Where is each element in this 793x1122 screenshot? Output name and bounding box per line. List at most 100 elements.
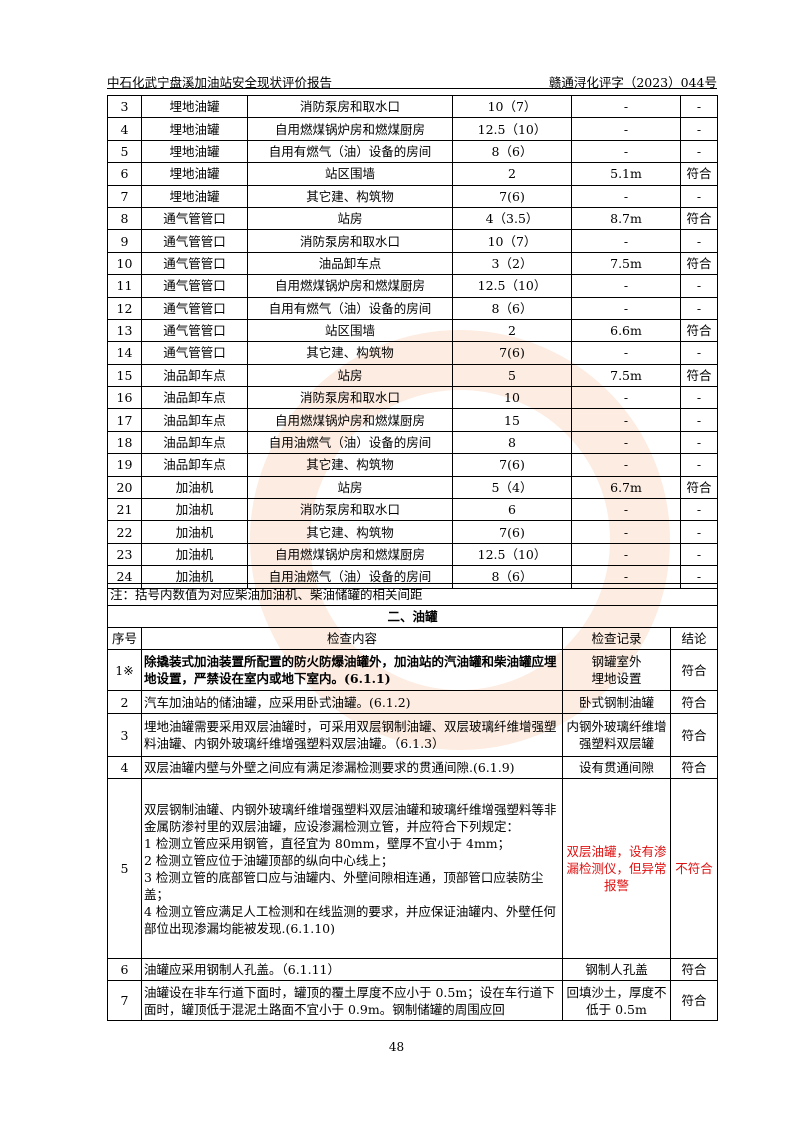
table-note: 注：括号内数值为对应柴油加油机、柴油储罐的相关间距 [106, 583, 719, 606]
item: 埋地油罐 [141, 139, 248, 164]
table-row: 22 加油机 其它建、构筑物 7(6) - - [107, 520, 718, 544]
item: 油品卸车点 [141, 430, 248, 455]
check-content: 油罐应采用钢制人孔盖。（6.1.11） [141, 958, 563, 981]
header-result: 结论 [669, 627, 719, 650]
measured-distance: - [571, 430, 681, 455]
content-line: 1 检测立管应采用钢管，直径宜为 80mm，壁厚不宜小于 4mm； [144, 835, 511, 851]
row-no: 3 [107, 94, 142, 119]
table-row: 20 加油机 站房 5（4） 6.7m 符合 [107, 475, 718, 500]
check-row: 1※ 除撬装式加油装置所配置的防火防爆油罐外，加油站的汽油罐和柴油罐应埋地设置，严… [107, 649, 719, 691]
target: 自用燃煤锅炉房和燃煤厨房 [247, 117, 453, 141]
item: 油品卸车点 [141, 408, 248, 432]
target: 自用燃煤锅炉房和燃煤厨房 [247, 274, 453, 298]
target: 自用油燃气（油）设备的房间 [247, 430, 453, 455]
report-title: 中石化武宁盘溪加油站安全现状评价报告 [107, 75, 333, 90]
required-distance: 10（7） [452, 94, 572, 119]
row-no: 20 [107, 475, 142, 500]
result: - [680, 274, 718, 298]
check-content: 埋地油罐需要采用双层油罐时，可采用双层钢制油罐、双层玻璃纤维增强塑料油罐、内钢外… [141, 713, 563, 757]
check-no: 4 [107, 756, 142, 779]
check-record: 设有贯通间隙 [562, 756, 671, 779]
result: - [680, 520, 718, 544]
check-row: 5 双层钢制油罐、内钢外玻璃纤维增强塑料双层油罐和玻璃纤维增强塑料等非金属防渗衬里… [107, 778, 719, 959]
required-distance: 5（4） [452, 475, 572, 500]
measured-distance: - [571, 498, 681, 522]
result: - [680, 139, 718, 164]
measured-distance: - [571, 386, 681, 410]
item: 通气管管口 [141, 229, 248, 253]
table-row: 14 通气管管口 其它建、构筑物 7(6) - - [107, 341, 718, 365]
target: 自用燃煤锅炉房和燃煤厨房 [247, 408, 453, 432]
check-row: 6 油罐应采用钢制人孔盖。（6.1.11） 钢制人孔盖 符合 [107, 958, 719, 981]
target: 其它建、构筑物 [247, 341, 453, 365]
required-distance: 10 [452, 386, 572, 410]
table-row: 9 通气管管口 消防泵房和取水口 10（7） - - [107, 229, 718, 253]
required-distance: 8（6） [452, 296, 572, 320]
required-distance: 2 [452, 318, 572, 343]
target: 其它建、构筑物 [247, 520, 453, 544]
target: 消防泵房和取水口 [247, 94, 453, 119]
result: - [680, 296, 718, 320]
required-distance: 7(6) [452, 453, 572, 477]
target: 消防泵房和取水口 [247, 386, 453, 410]
target: 站房 [247, 363, 453, 388]
table-row: 23 加油机 自用燃煤锅炉房和燃煤厨房 12.5（10） - - [107, 542, 718, 567]
check-result: 符合 [669, 713, 719, 757]
measured-distance: - [571, 408, 681, 432]
required-distance: 8（6） [452, 139, 572, 164]
required-distance: 8 [452, 430, 572, 455]
table-row: 4 埋地油罐 自用燃煤锅炉房和燃煤厨房 12.5（10） - - [107, 117, 718, 141]
row-no: 10 [107, 251, 142, 276]
section-title: 二、油罐 [106, 605, 719, 628]
row-no: 5 [107, 139, 142, 164]
content-line: 2 检测立管应位于油罐顶部的纵向中心线上； [144, 852, 394, 868]
row-no: 9 [107, 229, 142, 253]
result: - [680, 94, 718, 119]
item: 埋地油罐 [141, 184, 248, 208]
check-row: 4 双层油罐内壁与外壁之间应有满足渗漏检测要求的贯通间隙.(6.1.9) 设有贯通间… [107, 756, 719, 779]
table-row: 10 通气管管口 油品卸车点 3（2） 7.5m 符合 [107, 251, 718, 276]
check-record: 钢制人孔盖 [562, 958, 671, 981]
content-line: 双层钢制油罐、内钢外玻璃纤维增强塑料双层油罐和玻璃纤维增强塑料等非金属防渗衬里的… [144, 801, 557, 834]
target: 自用有燃气（油）设备的房间 [247, 296, 453, 320]
check-record: 卧式钢制油罐 [562, 690, 671, 714]
header-record: 检查记录 [562, 627, 671, 650]
page-number: 48 [388, 1040, 405, 1054]
page-header: 中石化武宁盘溪加油站安全现状评价报告 赣通浔化评字（2023）044号 [107, 70, 717, 90]
table-row: 7 埋地油罐 其它建、构筑物 7(6) - - [107, 184, 718, 208]
check-no: 7 [107, 980, 142, 1021]
target: 消防泵房和取水口 [247, 229, 453, 253]
item: 埋地油罐 [141, 94, 248, 119]
item: 加油机 [141, 542, 248, 567]
table-row: 17 油品卸车点 自用燃煤锅炉房和燃煤厨房 15- - [107, 408, 718, 432]
table-row: 15 油品卸车点 站房 5 7.5m 符合 [107, 363, 718, 388]
item: 埋地油罐 [141, 162, 248, 186]
check-content: 除撬装式加油装置所配置的防火防爆油罐外，加油站的汽油罐和柴油罐应埋地设置，严禁设… [141, 649, 563, 691]
check-record: 内钢外玻璃纤维增强塑料双层罐 [562, 713, 671, 757]
target: 站房 [247, 206, 453, 231]
measured-distance: - [571, 274, 681, 298]
row-no: 22 [107, 520, 142, 544]
result: 符合 [680, 162, 718, 186]
required-distance: 12.5（10） [452, 542, 572, 567]
measured-distance: - [571, 296, 681, 320]
item: 加油机 [141, 520, 248, 544]
result: - [680, 386, 718, 410]
check-content: 汽车加油站的储油罐，应采用卧式油罐。(6.1.2) [141, 690, 563, 714]
measured-distance: - [571, 520, 681, 544]
check-no: 6 [107, 958, 142, 981]
row-no: 16 [107, 386, 142, 410]
check-content: 双层钢制油罐、内钢外玻璃纤维增强塑料双层油罐和玻璃纤维增强塑料等非金属防渗衬里的… [141, 778, 563, 959]
row-no: 17 [107, 408, 142, 432]
row-no: 23 [107, 542, 142, 567]
required-distance: 12.5（10） [452, 274, 572, 298]
target: 自用油燃气（油）设备的房间 [247, 565, 453, 589]
result: - [680, 229, 718, 253]
required-distance: 4（3.5） [452, 206, 572, 231]
measured-distance: 6.7m [571, 475, 681, 500]
target: 站区围墙 [247, 162, 453, 186]
row-no: 8 [107, 206, 142, 231]
result: - [680, 498, 718, 522]
target: 油品卸车点 [247, 251, 453, 276]
table-row: 8 通气管管口 站房 4（3.5） 8.7m 符合 [107, 206, 718, 231]
